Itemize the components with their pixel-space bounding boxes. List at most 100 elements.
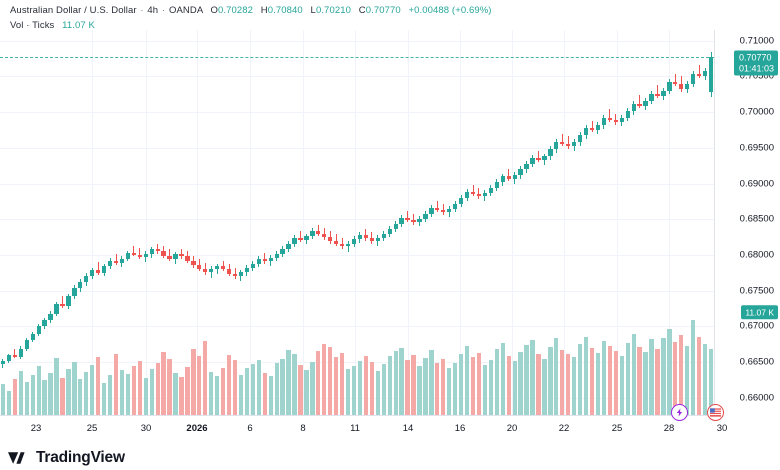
candle-body xyxy=(583,127,589,135)
volume-bar xyxy=(125,374,131,415)
volume-bar xyxy=(84,372,89,415)
candle-body xyxy=(54,304,59,314)
candle-wick xyxy=(567,136,569,150)
candle-wick xyxy=(680,76,682,93)
gridline-vertical xyxy=(617,30,618,415)
time-axis-divider xyxy=(0,415,714,416)
volume-bar xyxy=(619,356,624,415)
candle-body xyxy=(482,192,488,197)
volume-bar xyxy=(566,354,571,415)
candle-wick xyxy=(14,349,16,358)
symbol-name[interactable]: Australian Dollar / U.S. Dollar xyxy=(10,5,137,16)
volume-bar xyxy=(357,360,363,415)
high-value: 0.70840 xyxy=(267,5,303,16)
chart-plot-area[interactable] xyxy=(0,30,714,415)
candle-body xyxy=(78,282,83,288)
price-axis-tick: 0.66500 xyxy=(739,356,774,368)
volume-bar xyxy=(274,363,279,415)
volume-bar xyxy=(530,340,535,415)
volume-bar xyxy=(423,358,428,415)
candle-wick xyxy=(139,247,141,260)
candle-body xyxy=(661,90,666,96)
volume-bar xyxy=(286,349,291,415)
volume-bar xyxy=(708,349,714,415)
volume-bar xyxy=(66,368,71,415)
price-axis-tick: 0.67500 xyxy=(739,285,774,297)
candle-body xyxy=(542,156,547,160)
gridline-vertical xyxy=(197,30,198,415)
current-price-value: 0.70770 xyxy=(738,52,772,63)
candle-body xyxy=(560,142,565,145)
volume-bar xyxy=(36,366,41,415)
gridline-horizontal xyxy=(0,76,714,78)
candle-body xyxy=(113,260,119,263)
candle-body xyxy=(334,240,339,244)
candle-body xyxy=(274,253,279,258)
candle-wick xyxy=(508,169,510,181)
candle-body xyxy=(387,228,392,234)
candle-body xyxy=(84,276,89,283)
time-axis[interactable]: 23 25 30 2026 6 8 11 14 16 20 22 25 28 30 xyxy=(0,416,727,442)
candle-body xyxy=(464,192,470,198)
candle-body xyxy=(107,260,113,267)
gridline-horizontal xyxy=(0,147,714,149)
gridline-horizontal xyxy=(0,183,714,185)
lightning-bolt-icon[interactable] xyxy=(671,404,688,421)
volume-bar xyxy=(304,369,309,415)
candle-wick xyxy=(639,95,641,108)
volume-bar xyxy=(667,328,672,415)
candle-body xyxy=(696,73,702,76)
candle-body xyxy=(250,263,256,268)
candle-body xyxy=(42,320,47,326)
candle-body xyxy=(655,93,660,96)
candle-body xyxy=(554,142,559,150)
volume-bar xyxy=(631,334,636,415)
candle-body xyxy=(566,144,571,147)
price-axis-tick: 0.68500 xyxy=(739,213,774,225)
volume-bar xyxy=(155,362,160,415)
candle-body xyxy=(155,249,160,252)
candle-body xyxy=(0,360,6,364)
candle-body xyxy=(149,249,154,255)
volume-bar xyxy=(12,379,18,415)
volume-badge[interactable]: 11.07 K xyxy=(741,305,778,319)
candle-body xyxy=(24,340,29,349)
candle-body xyxy=(601,117,607,125)
price-axis[interactable]: 0.71000 0.70500 0.70000 0.69500 0.69000 0.685… xyxy=(715,30,780,415)
volume-bar xyxy=(601,340,607,415)
volume-bar xyxy=(560,349,565,415)
gridline-horizontal xyxy=(0,290,714,292)
candle-body xyxy=(292,237,297,244)
volume-bar xyxy=(54,358,59,415)
candle-body xyxy=(328,237,333,241)
candle-wick xyxy=(377,235,379,247)
price-axis-tick: 0.67000 xyxy=(739,320,774,332)
volume-bar xyxy=(405,360,410,415)
candle-wick xyxy=(407,210,409,223)
volume-bar xyxy=(143,378,148,415)
close-key: C xyxy=(358,5,366,16)
volume-bar xyxy=(673,341,678,415)
candle-body xyxy=(137,255,142,258)
volume-bar xyxy=(6,390,12,415)
candle-body xyxy=(381,233,386,238)
candle-wick xyxy=(115,253,117,265)
candle-body xyxy=(220,266,226,269)
volume-bar xyxy=(268,376,273,415)
candle-body xyxy=(167,255,172,259)
price-axis-divider xyxy=(714,30,715,415)
candle-body xyxy=(375,237,380,241)
price-axis-tick: 0.69000 xyxy=(739,178,774,190)
volume-bar xyxy=(655,348,660,415)
volume-label[interactable]: Vol · Ticks xyxy=(10,20,55,31)
candle-body xyxy=(458,197,464,204)
candle-body xyxy=(232,273,238,277)
volume-bar xyxy=(375,371,380,415)
time-axis-tick: 23 xyxy=(30,423,42,434)
current-price-badge[interactable]: 0.70770 01:41:03 xyxy=(733,50,778,76)
candle-body xyxy=(500,176,505,183)
interval-label[interactable]: 4h xyxy=(147,5,159,16)
candle-body xyxy=(268,257,273,262)
us-flag-icon[interactable] xyxy=(707,404,724,421)
